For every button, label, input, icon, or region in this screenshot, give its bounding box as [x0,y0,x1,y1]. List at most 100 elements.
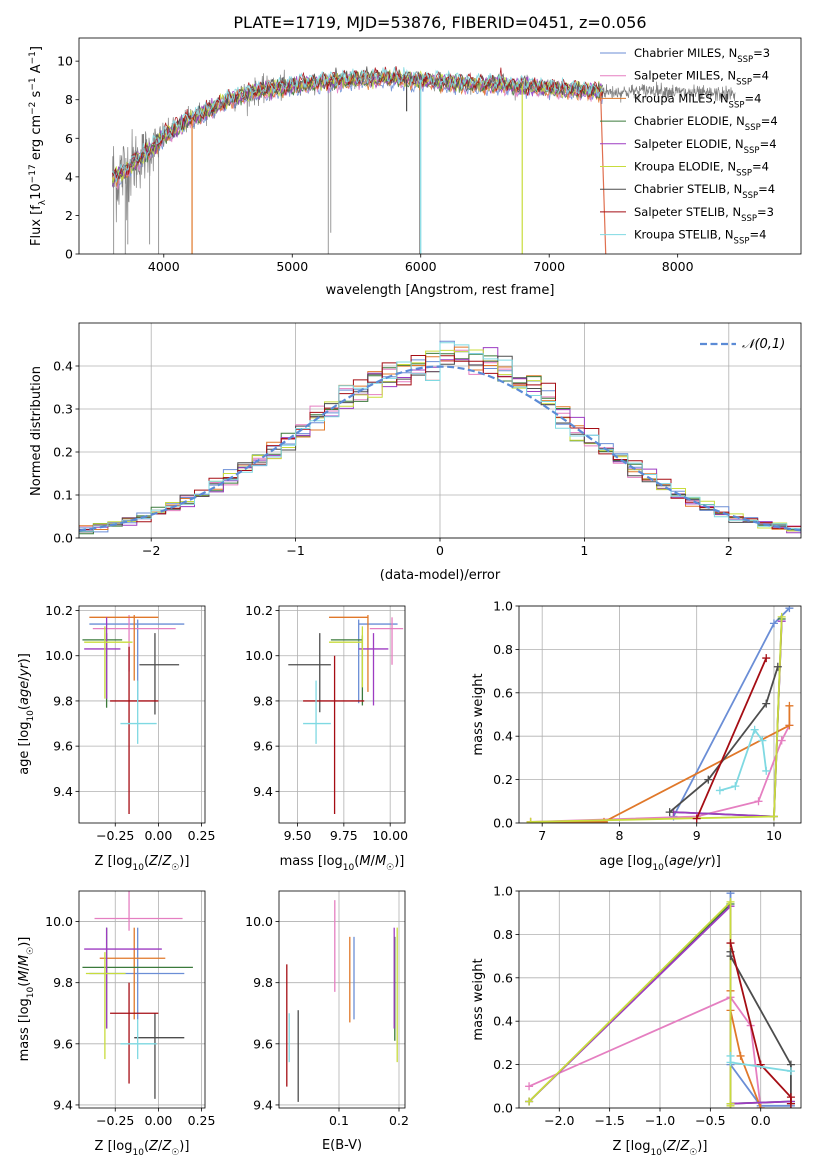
plot-area [526,606,794,823]
weight-marker-chabrier-stelib [773,662,782,671]
plot-area [79,340,801,538]
weight-marker-kroupa-elodie [769,812,778,821]
weight-marker-kroupa-elodie [777,612,786,621]
plot-area [82,891,193,1099]
weight_vs_age-y-label: mass weight [471,673,486,755]
y-tick-label: 0 [65,247,73,262]
y-tick-label: 0.2 [53,445,73,460]
spectrum-model-kroupa-stelib [112,67,603,183]
y-tick-label: 9.6 [53,739,73,754]
panel-spectrum: 4000 5000 6000 7000 8000 0 2 4 6 8 10 wavelength [A… [28,37,802,298]
x-tick-label: −0.5 [695,1113,725,1128]
y-tick-label: 9.8 [253,693,273,708]
weight-marker-kroupa-stelib [786,1067,795,1076]
panel-age_vs_mass: 9.50 9.75 10.00 9.4 9.6 9.8 10.0 10.2 mass [log1… [245,603,408,873]
x-tick-label: 0.0 [751,1113,771,1128]
y-tick-label: 0.1 [53,488,73,503]
figure-title: PLATE=1719, MJD=53876, FIBERID=0451, z=0… [233,13,646,32]
spectrum-x-label: wavelength [Angstrom, rest frame] [326,283,555,298]
plot-area [525,891,795,1108]
x-tick-label: 10 [766,828,782,843]
weight-marker-chabrier-miles [726,891,735,898]
spectrum-y-label: Flux [fλ10−17 erg cm−2 s−1 A−1] [28,46,48,246]
y-tick-label: 0.2 [493,1057,513,1072]
axes-frame [78,605,206,824]
legend-entry-salpeter-stelib: Salpeter STELIB, NSSP=3 [634,205,774,224]
normal-curve [79,365,801,532]
y-tick-label: 0.0 [493,1101,513,1116]
x-tick-label: 1 [580,543,588,558]
mass_vs_Z-x-label: Z [log10(Z/Z☉)] [95,1139,190,1158]
y-tick-label: 8 [65,92,73,107]
x-tick-label: −2 [142,543,160,558]
x-tick-label: 10.00 [372,828,408,843]
y-tick-label: 9.6 [53,1036,73,1051]
weight-marker-kroupa-stelib [762,766,771,775]
plot-area [286,900,398,1102]
mass-vs-ebv-x-label: E(B-V) [322,1138,362,1153]
legend-entry-kroupa-miles: Kroupa MILES, NSSP=4 [634,91,761,110]
y-tick-label: 0.6 [493,970,513,985]
mass_vs_Z-y-label: mass [log10(M/M☉)] [17,937,36,1062]
weight-marker-chabrier-stelib [665,808,674,817]
y-tick-label: 0.8 [493,642,513,657]
weight-marker-salpeter-stelib [786,1099,795,1108]
weight-line-salpeter-stelib [695,657,768,820]
weight-marker-chabrier-stelib [762,699,771,708]
x-tick-label: 0.00 [144,1113,172,1128]
y-tick-label: 9.8 [53,975,73,990]
x-tick-label: 8000 [662,259,694,274]
y-tick-label: 0.4 [493,1014,513,1029]
weight-marker-chabrier-miles [785,606,794,613]
x-tick-label: 0.25 [188,1113,216,1128]
axes: 0.1 0.2 9.4 9.6 9.8 10.0 [245,890,409,1128]
grid [79,891,205,1108]
y-tick-label: 9.8 [53,693,73,708]
x-tick-label: 6000 [405,259,437,274]
legend-entry-salpeter-miles: Salpeter MILES, NSSP=4 [634,69,769,88]
y-tick-label: 1.0 [493,884,513,899]
weight-marker-kroupa-elodie [525,1097,534,1106]
weight-marker-kroupa-elodie [726,897,735,906]
weight-marker-salpeter-stelib [692,814,701,823]
axes: −2 −1 0 1 2 0.0 0.1 0.2 0.3 0.4 (data-model)/error… [29,322,802,583]
weight-marker-kroupa-stelib [726,1058,735,1067]
weight-marker-salpeter-stelib [726,939,735,948]
plot-area [288,615,404,814]
y-tick-label: 10.0 [245,648,273,663]
grid [279,891,405,1108]
y-tick-label: 0.4 [493,729,513,744]
weight_vs_Z-x-label: Z [log10(Z/Z☉)] [613,1139,708,1158]
axes: −0.25 0.00 0.25 9.4 9.6 9.8 10.0 10.2 Z [log10(Z… [17,603,215,873]
axes-frame [278,605,406,824]
axes-frame [78,890,206,1109]
y-tick-label: 0.0 [493,816,513,831]
x-tick-label: −2.0 [544,1113,574,1128]
y-tick-label: 9.4 [53,784,73,799]
y-tick-label: 4 [65,169,73,184]
axes: −2.0 −1.5 −1.0 −0.5 0.0 0.0 0.2 0.4 0.6 0.8 1.0 Z [… [471,884,802,1158]
weight-marker-kroupa-miles [599,817,608,823]
spectrum-model-cutoff [599,91,607,254]
legend-entry-chabrier-miles: Chabrier MILES, NSSP=3 [634,46,770,65]
x-tick-label: −1 [286,543,304,558]
y-tick-label: 10.2 [45,603,73,618]
plot-area [82,615,185,814]
grid [279,606,405,823]
axes: 7 8 9 10 0.0 0.2 0.4 0.6 0.8 1.0 age [log10(age/yr… [471,599,802,873]
y-tick-label: 10.0 [245,914,273,929]
legend-entry-chabrier-elodie: Chabrier ELODIE, NSSP=4 [634,114,778,133]
panel-residuals: −2 −1 0 1 2 0.0 0.1 0.2 0.3 0.4 (data-model)/error… [29,322,802,583]
y-tick-label: 0.6 [493,685,513,700]
axes-frame [278,890,406,1109]
y-tick-label: 9.6 [253,739,273,754]
panel-mass_vs_ebv: 0.1 0.2 9.4 9.6 9.8 10.0 [245,890,409,1128]
y-tick-label: 10.2 [245,603,273,618]
x-tick-label: −1.5 [594,1113,624,1128]
x-tick-label: 0.00 [144,828,172,843]
x-tick-label: 7000 [533,259,565,274]
x-tick-label: 9.50 [284,828,312,843]
y-tick-label: 1.0 [493,599,513,614]
